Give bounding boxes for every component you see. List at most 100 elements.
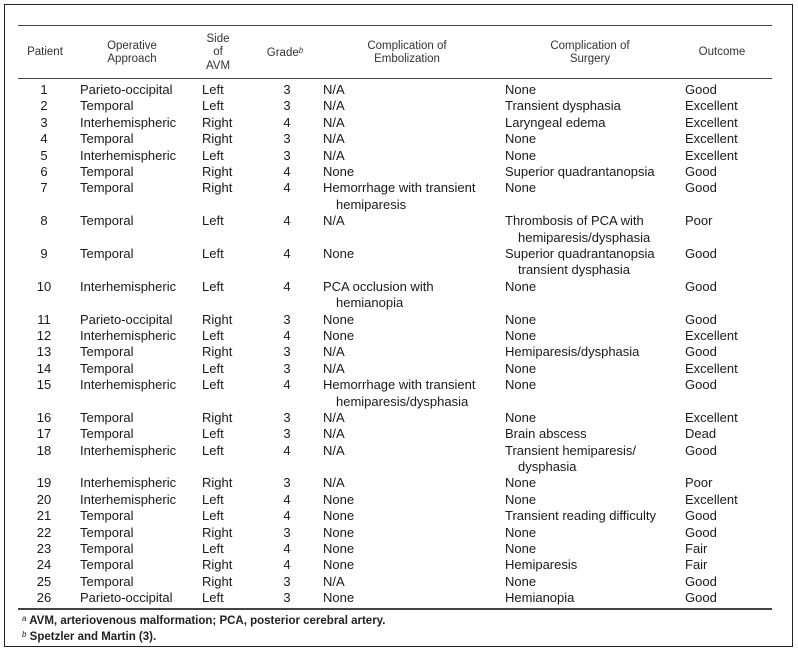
cell-line: None	[505, 475, 537, 491]
cell-approach: Temporal	[80, 541, 134, 557]
table-row: 24 Temporal Right 4 None Hemiparesis Fair	[0, 557, 798, 573]
cell-surgery-complication: Superior quadrantanopsia transient dyspha…	[505, 246, 655, 279]
cell-line: None	[323, 491, 355, 507]
cell-line: None	[505, 278, 537, 294]
cell-grade: 4	[283, 541, 291, 557]
cell-grade: 3	[283, 98, 291, 114]
cell-grade: 4	[283, 245, 291, 261]
cell-patient: 5	[40, 147, 48, 163]
cell-outcome: Good	[685, 573, 717, 589]
cell-outcome: Good	[685, 245, 717, 261]
cell-side: Left	[202, 491, 224, 507]
cell-line: None	[505, 131, 537, 147]
table-row: 14 Temporal Left 3 N/A None Excellent	[0, 361, 798, 377]
cell-side: Left	[202, 541, 224, 557]
cell-line: None	[505, 541, 537, 557]
cell-outcome: Excellent	[685, 147, 738, 163]
cell-surgery-complication: Thrombosis of PCA with hemiparesis/dyspha…	[505, 213, 650, 246]
cell-embolization-complication: Hemorrhage with transient hemiparesis	[323, 180, 475, 213]
cell-outcome: Fair	[685, 541, 708, 557]
cell-outcome: Excellent	[685, 131, 738, 147]
cell-approach: Parieto-occipital	[80, 590, 173, 606]
cell-surgery-complication: None	[505, 312, 536, 328]
cell-grade: 4	[283, 442, 291, 458]
cell-surgery-complication: Transient dysphasia	[505, 98, 621, 114]
cell-side: Right	[202, 557, 233, 573]
cell-side: Left	[202, 426, 224, 442]
cell-surgery-complication: Hemianopia	[505, 590, 574, 606]
footnote-marker: a	[22, 614, 27, 623]
cell-line: N/A	[323, 131, 345, 147]
table-row: 8 Temporal Left 4 N/A Thrombosis of PCA with h…	[0, 213, 798, 246]
cell-side: Right	[202, 131, 233, 147]
header-side: Side of AVM	[198, 30, 238, 76]
cell-patient: 24	[36, 557, 52, 573]
cell-side: Right	[202, 344, 233, 360]
cell-side: Left	[202, 245, 224, 261]
cell-side: Right	[202, 114, 233, 130]
cell-side: Right	[202, 573, 233, 589]
table-row: 20 Interhemispheric Left 4 None None Excellent	[0, 492, 798, 508]
cell-outcome: Fair	[685, 557, 708, 573]
cell-embolization-complication: None	[323, 557, 354, 573]
table-row: 11 Parieto-occipital Right 3 None None Good	[0, 312, 798, 328]
header-outcome: Outcome	[692, 30, 752, 76]
cell-surgery-complication: None	[505, 525, 536, 541]
cell-side: Right	[202, 524, 233, 540]
cell-line: None	[323, 541, 355, 557]
cell-patient: 21	[36, 508, 52, 524]
table-row: 21 Temporal Left 4 None Transient reading dif…	[0, 508, 798, 524]
cell-approach: Interhemispheric	[80, 442, 177, 458]
cell-patient: 23	[36, 541, 52, 557]
cell-surgery-complication: None	[505, 180, 536, 196]
cell-outcome: Good	[685, 442, 717, 458]
cell-side: Left	[202, 508, 224, 524]
cell-outcome: Dead	[685, 426, 717, 442]
cell-embolization-complication: N/A	[323, 344, 345, 360]
cell-line: N/A	[323, 409, 345, 425]
cell-line: None	[323, 163, 355, 179]
cell-approach: Temporal	[80, 426, 134, 442]
cell-approach: Temporal	[80, 557, 134, 573]
cell-line: N/A	[323, 426, 345, 442]
cell-outcome: Good	[685, 524, 717, 540]
cell-approach: Temporal	[80, 131, 134, 147]
cell-outcome: Poor	[685, 475, 713, 491]
cell-side: Left	[202, 327, 224, 343]
cell-embolization-complication: None	[323, 541, 354, 557]
cell-embolization-complication: Hemorrhage with transient hemiparesis/dys…	[323, 377, 475, 410]
cell-surgery-complication: Superior quadrantanopsia	[505, 164, 655, 180]
cell-patient: 10	[36, 278, 52, 294]
header-text: AVM	[205, 59, 231, 72]
cell-approach: Interhemispheric	[80, 475, 177, 491]
cell-surgery-complication: None	[505, 410, 536, 426]
cell-embolization-complication: None	[323, 328, 354, 344]
cell-surgery-complication: Hemiparesis	[505, 557, 577, 573]
cell-line: Superior quadrantanopsia	[505, 245, 655, 261]
cell-embolization-complication: N/A	[323, 115, 345, 131]
cell-line: transient dysphasia	[518, 262, 631, 278]
cell-outcome: Good	[685, 163, 717, 179]
cell-grade: 3	[283, 426, 291, 442]
header-rule	[18, 78, 772, 79]
cell-approach: Interhemispheric	[80, 377, 177, 393]
cell-side: Left	[202, 213, 224, 229]
cell-patient: 11	[37, 311, 51, 327]
cell-grade: 3	[283, 524, 291, 540]
cell-side: Left	[202, 360, 224, 376]
header-text: of	[213, 46, 223, 59]
cell-line: hemiparesis	[336, 196, 407, 212]
header-grade: Gradeb	[260, 30, 310, 76]
cell-grade: 3	[283, 573, 291, 589]
table-row: 13 Temporal Right 3 N/A Hemiparesis/dysphasia…	[0, 344, 798, 360]
cell-line: Hemorrhage with transient	[323, 377, 476, 393]
table-row: 16 Temporal Right 3 N/A None Excellent	[0, 410, 798, 426]
cell-outcome: Good	[685, 311, 717, 327]
cell-surgery-complication: Brain abscess	[505, 426, 587, 442]
cell-line: Hemiparesis	[505, 557, 578, 573]
cell-side: Left	[202, 98, 224, 114]
cell-approach: Temporal	[80, 508, 134, 524]
cell-line: None	[505, 573, 537, 589]
cell-patient: 7	[40, 180, 48, 196]
cell-side: Left	[202, 147, 224, 163]
